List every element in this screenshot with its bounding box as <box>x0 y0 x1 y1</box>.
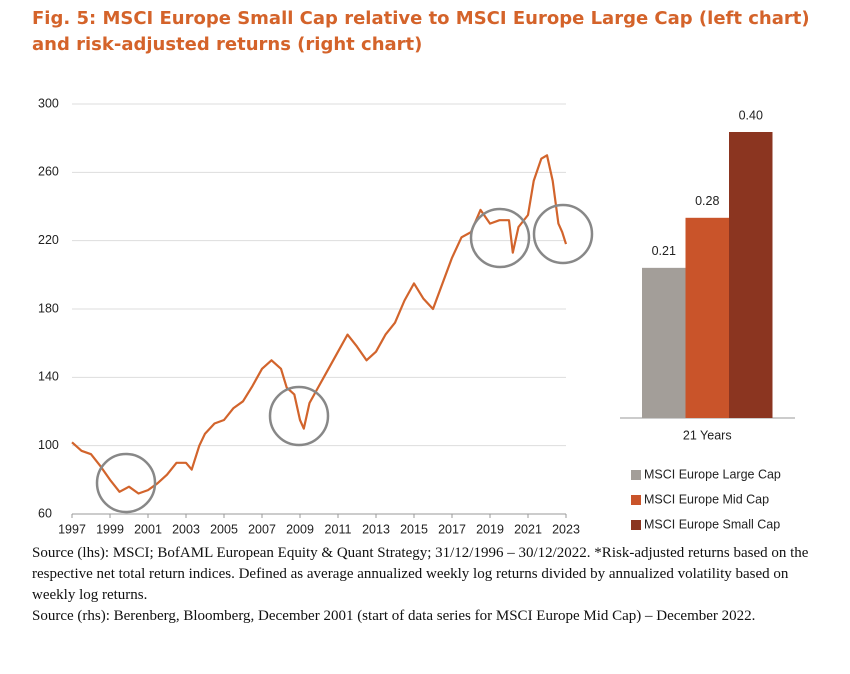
highlight-circle <box>95 452 157 514</box>
value-label: 0.21 <box>652 244 676 258</box>
legend-swatch <box>631 495 641 505</box>
x-tick-label: 2011 <box>325 522 352 536</box>
x-tick-label: 2017 <box>438 522 466 536</box>
source-lhs: Source (lhs): MSCI; BofAML European Equi… <box>32 545 809 603</box>
x-tick-label: 2005 <box>210 522 238 536</box>
x-tick-label: 1999 <box>96 522 124 536</box>
x-tick-label: 21 Years <box>683 428 732 442</box>
value-label: 0.40 <box>739 108 763 122</box>
x-tick-label: 2023 <box>552 522 580 536</box>
legend-label: MSCI Europe Mid Cap <box>644 492 769 506</box>
x-tick-label: 2003 <box>172 522 200 536</box>
data-line <box>71 154 568 495</box>
legend-label: MSCI Europe Small Cap <box>644 517 780 531</box>
y-tick-label: 140 <box>38 370 59 384</box>
legend-swatch <box>631 470 641 480</box>
x-tick-label: 2001 <box>134 522 162 536</box>
x-tick-label: 1997 <box>58 522 86 536</box>
x-tick-label: 2013 <box>362 522 390 536</box>
figure-title: Fig. 5: MSCI Europe Small Cap relative t… <box>32 8 810 55</box>
highlight-circle <box>532 203 594 265</box>
source-notes: Source (lhs): MSCI; BofAML European Equi… <box>32 543 822 627</box>
x-tick-label: 2007 <box>248 522 276 536</box>
y-tick-label: 260 <box>38 165 59 179</box>
value-label: 0.28 <box>695 194 719 208</box>
y-tick-label: 220 <box>38 233 59 247</box>
chart: 21 Years 0.21 0.28 0.40 MSCI Europe Large Ca… <box>38 96 795 536</box>
highlight-circles <box>95 203 594 514</box>
x-tick-label: 2019 <box>476 522 504 536</box>
legend-swatch <box>631 520 641 530</box>
highlight-circle <box>469 207 531 269</box>
x-tick-label: 2021 <box>514 522 542 536</box>
bar <box>729 132 773 418</box>
y-tick-label: 100 <box>38 438 59 452</box>
source-rhs: Source (rhs): Berenberg, Bloomberg, Dece… <box>32 608 756 624</box>
legend-label: MSCI Europe Large Cap <box>644 467 781 481</box>
bar <box>642 267 686 418</box>
x-tick-label: 2015 <box>400 522 428 536</box>
y-tick-label: 60 <box>38 506 52 520</box>
line-chart: 60 100 140 180 220 260 300 1997 1999 2001 2003 2005… <box>38 96 580 536</box>
highlight-circle <box>268 385 330 447</box>
bar <box>685 217 729 418</box>
bar-chart: 21 Years 0.21 0.28 0.40 MSCI Europe Large Ca… <box>620 108 795 531</box>
x-tick-label: 2009 <box>286 522 314 536</box>
y-tick-label: 180 <box>38 301 59 315</box>
y-tick-label: 300 <box>38 96 59 110</box>
